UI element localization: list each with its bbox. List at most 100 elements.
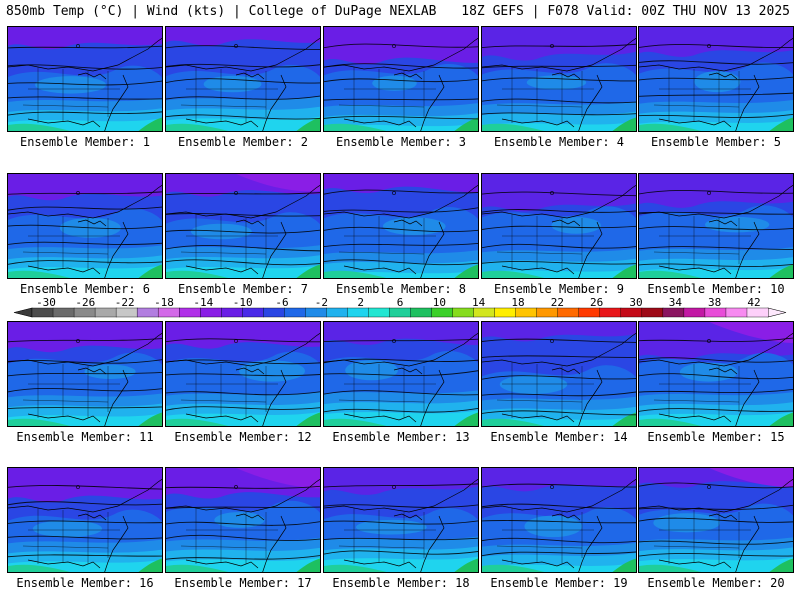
ensemble-map-panel bbox=[323, 467, 479, 573]
ensemble-map-panel bbox=[481, 26, 637, 132]
colorbar-tick-label: -14 bbox=[193, 296, 213, 309]
colorbar-tick-label: -30 bbox=[36, 296, 56, 309]
temperature-map bbox=[639, 322, 793, 426]
temperature-map bbox=[8, 468, 162, 572]
ensemble-map-panel bbox=[638, 173, 794, 279]
colorbar-tick-label: -2 bbox=[315, 296, 328, 309]
colorbar-tick-label: -6 bbox=[275, 296, 288, 309]
colorbar-swatch bbox=[73, 307, 96, 318]
colorbar-tick-label: 2 bbox=[357, 296, 364, 309]
colorbar-tick-label: 38 bbox=[708, 296, 721, 309]
ensemble-member-label: Ensemble Member: 6 bbox=[19, 282, 151, 296]
ensemble-map-panel bbox=[7, 467, 163, 573]
ensemble-member-label: Ensemble Member: 14 bbox=[490, 430, 628, 444]
colorbar-tick-label: -10 bbox=[233, 296, 253, 309]
colorbar-swatch bbox=[347, 307, 369, 318]
colorbar-swatch bbox=[326, 307, 348, 318]
colorbar-swatch bbox=[599, 307, 622, 318]
ensemble-map-panel bbox=[481, 321, 637, 427]
colorbar-swatch bbox=[683, 307, 706, 318]
ensemble-map-panel bbox=[165, 173, 321, 279]
temperature-map bbox=[324, 468, 478, 572]
ensemble-member-label: Ensemble Member: 2 bbox=[177, 135, 309, 149]
colorbar-swatch bbox=[578, 307, 601, 318]
colorbar-swatch bbox=[284, 307, 306, 318]
ensemble-map-panel bbox=[323, 173, 479, 279]
colorbar-swatch bbox=[94, 307, 117, 318]
colorbar-swatch bbox=[641, 307, 664, 318]
colorbar-swatch bbox=[494, 307, 517, 318]
temperature-map bbox=[324, 174, 478, 278]
ensemble-member-label: Ensemble Member: 13 bbox=[332, 430, 470, 444]
colorbar-tick-label: -22 bbox=[115, 296, 135, 309]
colorbar-swatch bbox=[263, 307, 285, 318]
colorbar-tick-label: 34 bbox=[669, 296, 683, 309]
ensemble-map-panel bbox=[481, 467, 637, 573]
temperature-map bbox=[166, 27, 320, 131]
temperature-map bbox=[482, 27, 636, 131]
temperature-map bbox=[8, 174, 162, 278]
colorbar-swatch bbox=[178, 307, 201, 318]
colorbar-swatch bbox=[452, 307, 475, 318]
colorbar-tick-label: 22 bbox=[551, 296, 564, 309]
ensemble-map-panel bbox=[7, 321, 163, 427]
ensemble-member-label: Ensemble Member: 15 bbox=[647, 430, 785, 444]
colorbar-tick-label: -26 bbox=[75, 296, 95, 309]
temperature-map bbox=[8, 322, 162, 426]
colorbar-swatch bbox=[431, 307, 454, 318]
colorbar-swatch bbox=[115, 307, 138, 318]
temperature-map bbox=[639, 27, 793, 131]
colorbar-swatch bbox=[368, 307, 390, 318]
colorbar-tick-label: -18 bbox=[154, 296, 174, 309]
temperature-map bbox=[166, 174, 320, 278]
ensemble-member-label: Ensemble Member: 19 bbox=[490, 576, 628, 590]
temperature-map bbox=[639, 174, 793, 278]
colorbar-tick-label: 30 bbox=[629, 296, 642, 309]
chart-title: 850mb Temp (°C) | Wind (kts) | College o… bbox=[6, 4, 437, 19]
temperature-colorbar: -30 -26 -22 -18 -14 -10 -6 -2 2 6 10 14 18 22 26 30 34 38… bbox=[13, 296, 787, 318]
ensemble-member-label: Ensemble Member: 12 bbox=[174, 430, 312, 444]
colorbar-swatch bbox=[389, 307, 412, 318]
ensemble-member-label: Ensemble Member: 10 bbox=[647, 282, 785, 296]
colorbar-swatch bbox=[157, 307, 180, 318]
ensemble-map-panel bbox=[165, 321, 321, 427]
temperature-map bbox=[166, 322, 320, 426]
ensemble-member-label: Ensemble Member: 4 bbox=[493, 135, 625, 149]
ensemble-map-panel bbox=[638, 321, 794, 427]
ensemble-member-label: Ensemble Member: 9 bbox=[493, 282, 625, 296]
temperature-map bbox=[166, 468, 320, 572]
model-run-info: 18Z GEFS | F078 Valid: 00Z THU NOV 13 20… bbox=[461, 4, 790, 19]
colorbar-swatch bbox=[305, 307, 327, 318]
ensemble-map-panel bbox=[638, 467, 794, 573]
ensemble-member-label: Ensemble Member: 7 bbox=[177, 282, 309, 296]
ensemble-map-panel bbox=[7, 26, 163, 132]
colorbar-tick-label: 18 bbox=[511, 296, 524, 309]
ensemble-member-label: Ensemble Member: 18 bbox=[332, 576, 470, 590]
ensemble-map-panel bbox=[7, 173, 163, 279]
colorbar-swatch bbox=[136, 307, 159, 318]
ensemble-member-label: Ensemble Member: 5 bbox=[650, 135, 782, 149]
ensemble-map-panel bbox=[638, 26, 794, 132]
colorbar-swatch bbox=[725, 307, 748, 318]
colorbar-tick-label: 10 bbox=[433, 296, 446, 309]
temperature-map bbox=[639, 468, 793, 572]
ensemble-member-label: Ensemble Member: 17 bbox=[174, 576, 312, 590]
ensemble-map-panel bbox=[165, 26, 321, 132]
colorbar-swatch bbox=[662, 307, 685, 318]
temperature-map bbox=[324, 322, 478, 426]
temperature-map bbox=[482, 468, 636, 572]
colorbar-swatch bbox=[746, 307, 769, 318]
ensemble-map-panel bbox=[165, 467, 321, 573]
temperature-map bbox=[482, 174, 636, 278]
ensemble-member-label: Ensemble Member: 3 bbox=[335, 135, 467, 149]
colorbar-swatch bbox=[200, 307, 222, 318]
temperature-map bbox=[324, 27, 478, 131]
colorbar-tick-label: 6 bbox=[397, 296, 404, 309]
ensemble-map-panel bbox=[481, 173, 637, 279]
colorbar-swatch bbox=[557, 307, 580, 318]
temperature-map bbox=[8, 27, 162, 131]
ensemble-member-label: Ensemble Member: 11 bbox=[16, 430, 154, 444]
colorbar-swatch bbox=[31, 307, 54, 318]
ensemble-map-panel bbox=[323, 321, 479, 427]
